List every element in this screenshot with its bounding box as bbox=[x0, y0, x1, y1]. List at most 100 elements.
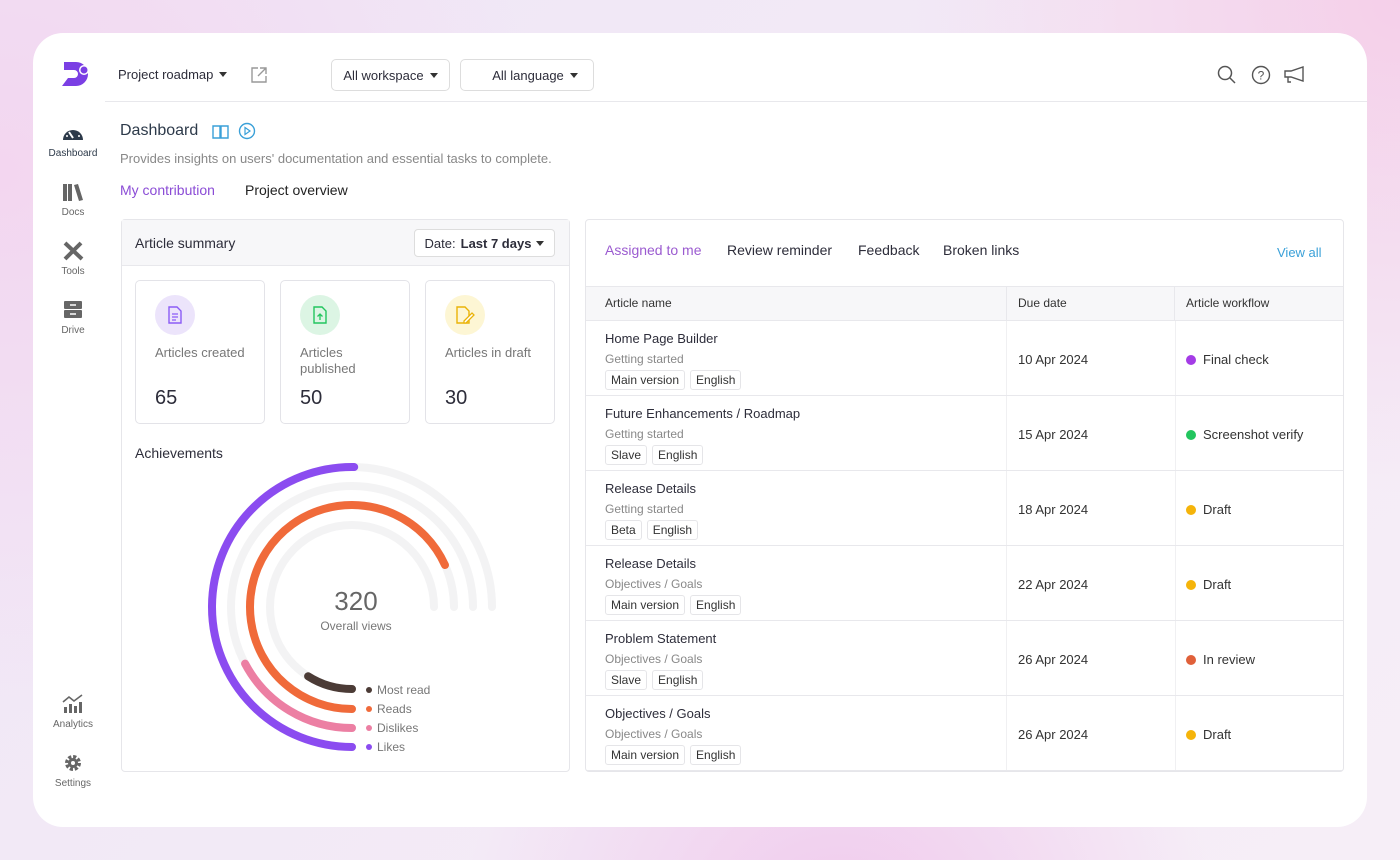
table-row[interactable]: Problem Statement Objectives / Goals Sla… bbox=[586, 621, 1343, 696]
workflow-status: Draft bbox=[1186, 577, 1231, 592]
table-row[interactable]: Release Details Getting started Beta Engl… bbox=[586, 471, 1343, 546]
search-icon[interactable] bbox=[1217, 65, 1237, 85]
project-selector[interactable]: Project roadmap bbox=[118, 67, 228, 82]
status-dot-icon bbox=[1186, 429, 1196, 440]
upload-document-icon bbox=[300, 295, 340, 335]
sidebar-item-drive[interactable]: Drive bbox=[40, 299, 106, 336]
tag-list: Main version English bbox=[605, 595, 742, 615]
overall-views-value: 320 bbox=[334, 586, 378, 616]
due-date: 26 Apr 2024 bbox=[1018, 727, 1089, 742]
sidebar-item-analytics[interactable]: Analytics bbox=[40, 693, 106, 730]
cell-divider bbox=[1006, 621, 1007, 695]
bar-most-read bbox=[304, 672, 356, 693]
tag: Main version bbox=[605, 595, 686, 615]
view-all-link[interactable]: View all bbox=[1277, 245, 1322, 260]
chevron-down-icon bbox=[429, 72, 438, 78]
legend-label: Dislikes bbox=[377, 721, 419, 735]
article-category: Objectives / Goals bbox=[605, 727, 703, 741]
article-title[interactable]: Problem Statement bbox=[605, 631, 717, 646]
stat-value: 30 bbox=[445, 387, 468, 409]
chevron-down-icon bbox=[219, 72, 228, 77]
tag: English bbox=[646, 520, 699, 540]
tools-icon bbox=[63, 241, 84, 261]
tab-assigned-to-me[interactable]: Assigned to me bbox=[605, 242, 702, 258]
column-header-due-date: Due date bbox=[1007, 287, 1175, 321]
table-row[interactable]: Future Enhancements / Roadmap Getting st… bbox=[586, 396, 1343, 471]
tag: Main version bbox=[605, 370, 686, 390]
workflow-status: Screenshot verify bbox=[1186, 427, 1303, 442]
tag-list: Main version English bbox=[605, 370, 742, 390]
cell-divider bbox=[1175, 546, 1176, 620]
language-select[interactable]: All language bbox=[460, 59, 594, 91]
sidebar-item-settings[interactable]: Settings bbox=[40, 752, 106, 789]
tag: Main version bbox=[605, 745, 686, 765]
tab-project-overview[interactable]: Project overview bbox=[245, 182, 348, 198]
workflow-status: Final check bbox=[1186, 352, 1269, 367]
date-value: Last 7 days bbox=[460, 235, 532, 251]
status-dot-icon bbox=[1186, 654, 1196, 665]
external-link-icon[interactable] bbox=[250, 66, 268, 84]
workspace-select[interactable]: All workspace bbox=[331, 59, 450, 91]
status-label: Screenshot verify bbox=[1203, 427, 1304, 442]
article-title[interactable]: Release Details bbox=[605, 556, 697, 571]
tag-list: Slave English bbox=[605, 670, 704, 690]
article-category: Getting started bbox=[605, 502, 684, 516]
book-icon[interactable] bbox=[212, 124, 230, 140]
svg-text:?: ? bbox=[1258, 69, 1265, 83]
workspace-value: All workspace bbox=[343, 67, 424, 83]
books-icon bbox=[63, 184, 83, 201]
table-row[interactable]: Home Page Builder Getting started Main v… bbox=[586, 321, 1343, 396]
announcement-icon[interactable] bbox=[1283, 66, 1307, 84]
help-icon[interactable]: ? bbox=[1251, 65, 1271, 85]
sidebar-item-label: Docs bbox=[61, 207, 85, 218]
tab-feedback[interactable]: Feedback bbox=[858, 242, 920, 258]
cell-divider bbox=[1006, 396, 1007, 470]
analytics-icon bbox=[62, 694, 83, 713]
tag-list: Beta English bbox=[605, 520, 699, 540]
article-title[interactable]: Future Enhancements / Roadmap bbox=[605, 406, 801, 421]
stat-value: 50 bbox=[300, 387, 323, 409]
dashboard-icon bbox=[63, 127, 83, 140]
tab-review-reminder[interactable]: Review reminder bbox=[727, 242, 833, 258]
tab-broken-links[interactable]: Broken links bbox=[943, 242, 1020, 258]
tab-my-contribution[interactable]: My contribution bbox=[120, 182, 215, 198]
status-dot-icon bbox=[1186, 504, 1196, 515]
table-row[interactable]: Release Details Objectives / Goals Main … bbox=[586, 546, 1343, 621]
play-icon[interactable] bbox=[238, 122, 256, 140]
sidebar-item-tools[interactable]: Tools bbox=[40, 240, 106, 277]
cell-divider bbox=[1175, 396, 1176, 470]
status-label: Draft bbox=[1203, 727, 1232, 742]
summary-title: Article summary bbox=[135, 235, 236, 251]
page-title: Dashboard bbox=[120, 122, 199, 139]
article-title[interactable]: Objectives / Goals bbox=[605, 706, 711, 721]
article-category: Objectives / Goals bbox=[605, 577, 703, 591]
article-title[interactable]: Release Details bbox=[605, 481, 697, 496]
sidebar-item-dashboard[interactable]: Dashboard bbox=[40, 122, 106, 159]
date-filter[interactable]: Date: Last 7 days bbox=[414, 229, 555, 257]
stat-label: Articles in draft bbox=[445, 345, 531, 360]
workflow-status: Draft bbox=[1186, 502, 1231, 517]
bar-reads bbox=[246, 501, 449, 713]
achievements-title: Achievements bbox=[135, 445, 223, 461]
edit-document-icon bbox=[445, 295, 485, 335]
divider bbox=[586, 286, 1343, 287]
table-row[interactable]: Objectives / Goals Objectives / Goals Ma… bbox=[586, 696, 1343, 771]
status-dot-icon bbox=[1186, 729, 1196, 740]
legend-reads: Reads bbox=[366, 702, 412, 716]
status-dot-icon bbox=[1186, 579, 1196, 590]
cell-divider bbox=[1175, 321, 1176, 395]
sidebar-item-label: Drive bbox=[61, 325, 85, 336]
language-value: All language bbox=[492, 67, 564, 83]
track-most-read bbox=[266, 521, 438, 693]
cell-divider bbox=[1175, 696, 1176, 770]
drive-icon bbox=[64, 301, 82, 318]
cell-divider bbox=[1175, 621, 1176, 695]
sidebar-item-label: Analytics bbox=[52, 719, 93, 730]
article-title[interactable]: Home Page Builder bbox=[605, 331, 718, 346]
status-label: Draft bbox=[1203, 502, 1232, 517]
tag-list: Main version English bbox=[605, 745, 742, 765]
legend-label: Most read bbox=[377, 683, 431, 697]
legend-dislikes: Dislikes bbox=[366, 721, 418, 735]
document-icon bbox=[155, 295, 195, 335]
sidebar-item-docs[interactable]: Docs bbox=[40, 181, 106, 218]
